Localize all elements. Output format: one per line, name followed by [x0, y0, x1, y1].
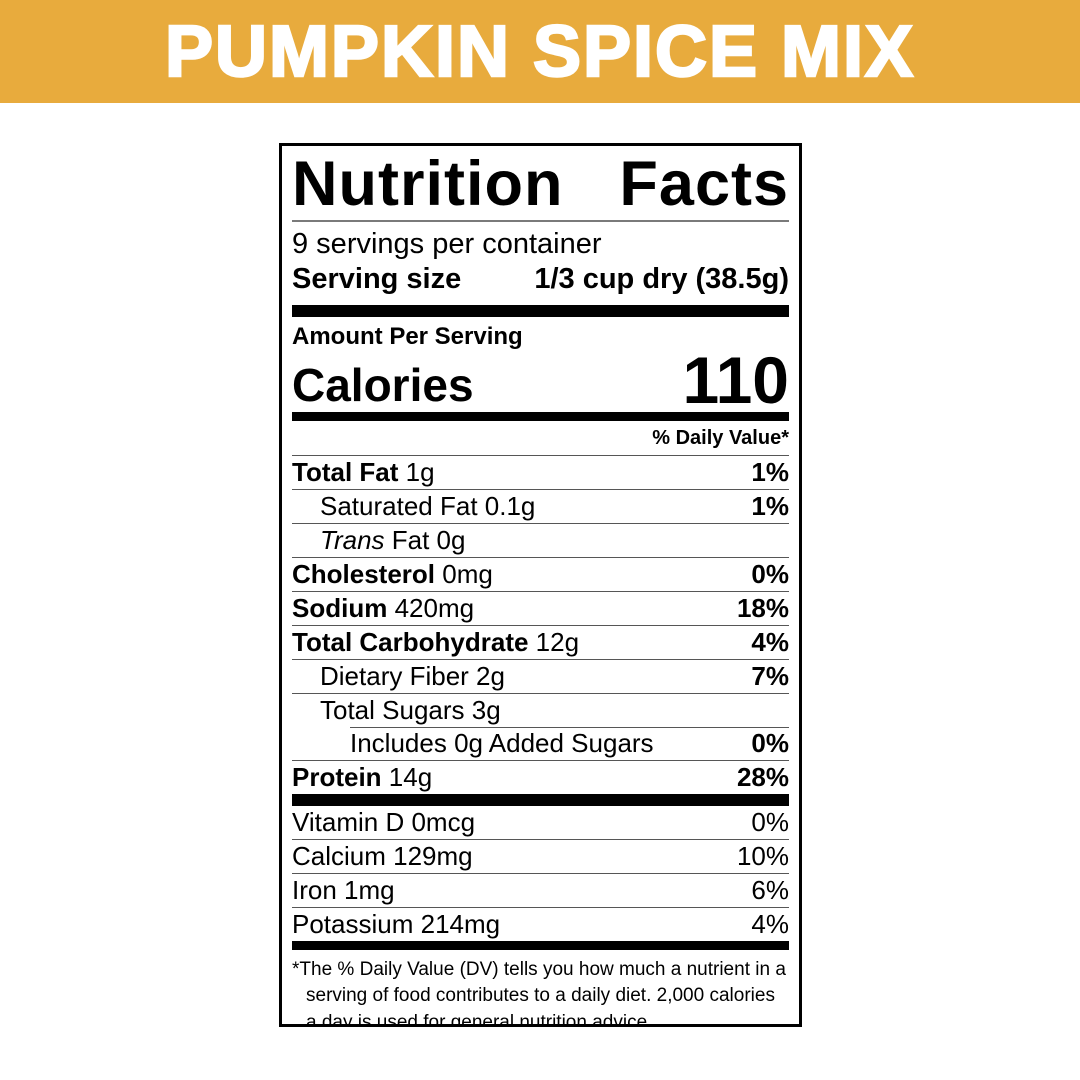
nutrient-name: Saturated Fat 0.1g [320, 491, 536, 522]
vitamin-rows: Vitamin D 0mcg 0% Calcium 129mg 10% Iron… [292, 806, 789, 941]
nutrient-dv: 0% [751, 807, 789, 838]
nutrient-name: Total Fat 1g [292, 457, 435, 488]
nutrition-facts-heading: Nutrition Facts [292, 151, 789, 222]
product-banner: PUMPKIN SPICE MIX [0, 0, 1080, 103]
serving-size-value: 1/3 cup dry (38.5g) [534, 263, 789, 296]
divider-medium [292, 412, 789, 422]
nutrient-name: Vitamin D 0mcg [292, 807, 476, 838]
row-sodium: Sodium 420mg 18% [292, 591, 789, 625]
nutrient-name: Dietary Fiber 2g [320, 661, 505, 692]
nutrient-dv: 10% [736, 841, 789, 872]
nutrient-dv: 1% [751, 491, 789, 522]
calories-value: 110 [682, 342, 789, 417]
row-total-carbohydrate: Total Carbohydrate 12g 4% [292, 625, 789, 659]
nutrient-dv: 1% [751, 457, 789, 488]
nutrient-dv: 28% [736, 762, 789, 793]
row-saturated-fat: Saturated Fat 0.1g 1% [292, 489, 789, 523]
nutrient-dv: 18% [736, 593, 789, 624]
row-added-sugars: Includes 0g Added Sugars 0% [292, 727, 789, 760]
row-cholesterol: Cholesterol 0mg 0% [292, 557, 789, 591]
nutrient-name: Includes 0g Added Sugars [350, 728, 654, 759]
amount-per-serving-label: Amount Per Serving [292, 322, 523, 350]
footnote-text: The % Daily Value (DV) tells you how muc… [299, 959, 786, 1027]
row-dietary-fiber: Dietary Fiber 2g 7% [292, 659, 789, 693]
nutrient-name: Calcium 129mg [292, 841, 473, 872]
row-total-sugars: Total Sugars 3g [292, 693, 789, 727]
row-iron: Iron 1mg 6% [292, 873, 789, 907]
nutrient-dv: 7% [751, 661, 789, 692]
nutrient-dv: 0% [751, 559, 789, 590]
nutrient-name: Trans Fat 0g [320, 525, 466, 556]
daily-value-header: % Daily Value* [652, 427, 789, 450]
nutrient-name: Protein 14g [292, 762, 433, 793]
nutrient-name: Cholesterol 0mg [292, 559, 493, 590]
row-trans-fat: Trans Fat 0g [292, 523, 789, 557]
nutrient-rows: Total Fat 1g 1% Saturated Fat 0.1g 1% Tr… [292, 455, 789, 794]
row-potassium: Potassium 214mg 4% [292, 907, 789, 941]
footnote-asterisk: * [292, 959, 300, 981]
daily-value-footnote: *The % Daily Value (DV) tells you how mu… [292, 950, 789, 1027]
serving-size-row: Serving size 1/3 cup dry (38.5g) [292, 261, 789, 304]
divider-medium [292, 941, 789, 951]
row-total-fat: Total Fat 1g 1% [292, 455, 789, 489]
calories-label: Calories [292, 358, 474, 411]
nutrient-name: Total Carbohydrate 12g [292, 627, 580, 658]
servings-per-container: 9 servings per container [292, 228, 602, 260]
divider-thick [292, 304, 789, 317]
nutrient-dv: 4% [751, 909, 789, 940]
nutrient-name: Iron 1mg [292, 875, 395, 906]
row-protein: Protein 14g 28% [292, 760, 789, 794]
serving-size-label: Serving size [292, 263, 462, 296]
nutrient-dv: 4% [751, 627, 789, 658]
calories-row: Calories 110 [292, 342, 789, 417]
product-title: PUMPKIN SPICE MIX [164, 10, 916, 93]
row-vitamin-d: Vitamin D 0mcg 0% [292, 806, 789, 839]
heading-word-nutrition: Nutrition [292, 149, 564, 219]
nutrient-name: Total Sugars 3g [320, 695, 501, 726]
nutrient-dv: 6% [751, 875, 789, 906]
heading-word-facts: Facts [619, 149, 789, 219]
divider-thick [292, 794, 789, 807]
nutrient-name: Potassium 214mg [292, 909, 501, 940]
nutrient-name: Sodium 420mg [292, 593, 475, 624]
nutrition-facts-panel: Nutrition Facts 9 servings per container… [279, 143, 802, 1027]
nutrient-dv: 0% [751, 728, 789, 759]
row-calcium: Calcium 129mg 10% [292, 839, 789, 873]
